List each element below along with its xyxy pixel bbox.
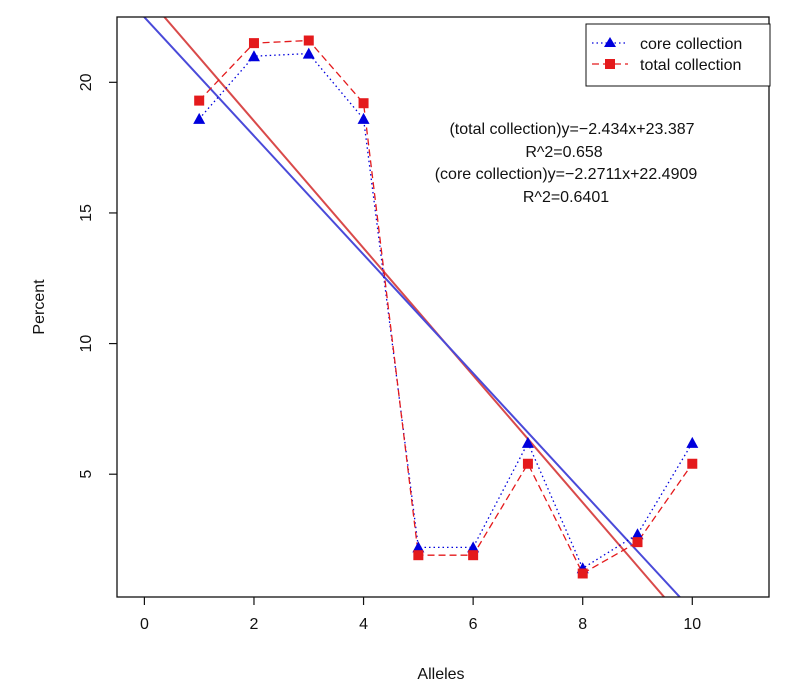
legend-marker-total bbox=[605, 59, 615, 69]
point-core-collection bbox=[467, 541, 480, 553]
trendline-total-collection bbox=[163, 17, 666, 597]
x-tick-label: 6 bbox=[469, 616, 478, 633]
point-total-collection bbox=[194, 95, 205, 106]
legend-box bbox=[585, 23, 771, 87]
point-core-collection bbox=[193, 112, 206, 124]
x-tick-label: 10 bbox=[683, 616, 701, 633]
legend: core collection total collection bbox=[585, 23, 771, 87]
annotation-core-equation: (core collection)y=−2.2711x+22.4909 bbox=[435, 166, 698, 183]
point-core-collection bbox=[357, 112, 370, 124]
point-core-collection bbox=[631, 528, 644, 540]
y-tick-label: 15 bbox=[78, 204, 95, 222]
point-total-collection bbox=[413, 550, 424, 561]
x-tick-label: 8 bbox=[578, 616, 587, 633]
y-tick-label: 10 bbox=[78, 335, 95, 353]
point-core-collection bbox=[686, 436, 699, 448]
y-tick-label: 20 bbox=[78, 73, 95, 91]
legend-marker-core bbox=[604, 37, 616, 47]
x-axis-title: Alleles bbox=[417, 666, 464, 683]
x-tick-label: 0 bbox=[140, 616, 149, 633]
x-tick-label: 2 bbox=[250, 616, 259, 633]
x-tick-label: 4 bbox=[359, 616, 368, 633]
point-total-collection bbox=[522, 458, 533, 469]
point-core-collection bbox=[412, 541, 425, 553]
annotation-total-equation: (total collection)y=−2.434x+23.387 bbox=[449, 121, 694, 138]
x-axis: 0 2 4 6 8 10 bbox=[140, 597, 701, 633]
point-total-collection bbox=[358, 98, 369, 109]
point-total-collection bbox=[577, 568, 588, 579]
legend-label-core: core collection bbox=[640, 36, 742, 53]
annotation-total-r2: R^2=0.658 bbox=[525, 144, 602, 161]
point-total-collection bbox=[468, 550, 479, 561]
annotation-core-r2: R^2=0.6401 bbox=[523, 189, 609, 206]
point-total-collection bbox=[248, 38, 259, 49]
regression-annotations: (total collection)y=−2.434x+23.387 R^2=0… bbox=[435, 121, 698, 206]
point-core-collection bbox=[302, 47, 315, 59]
point-total-collection bbox=[303, 35, 314, 46]
y-axis: 5 10 15 20 bbox=[78, 73, 117, 479]
legend-label-total: total collection bbox=[640, 57, 741, 74]
y-tick-label: 5 bbox=[78, 470, 95, 479]
point-total-collection bbox=[632, 537, 643, 548]
point-total-collection bbox=[687, 458, 698, 469]
point-core-collection bbox=[521, 436, 534, 448]
trendline-core-collection bbox=[142, 17, 682, 597]
y-axis-title: Percent bbox=[31, 279, 48, 335]
point-core-collection bbox=[247, 50, 260, 62]
plot-frame bbox=[116, 16, 770, 598]
